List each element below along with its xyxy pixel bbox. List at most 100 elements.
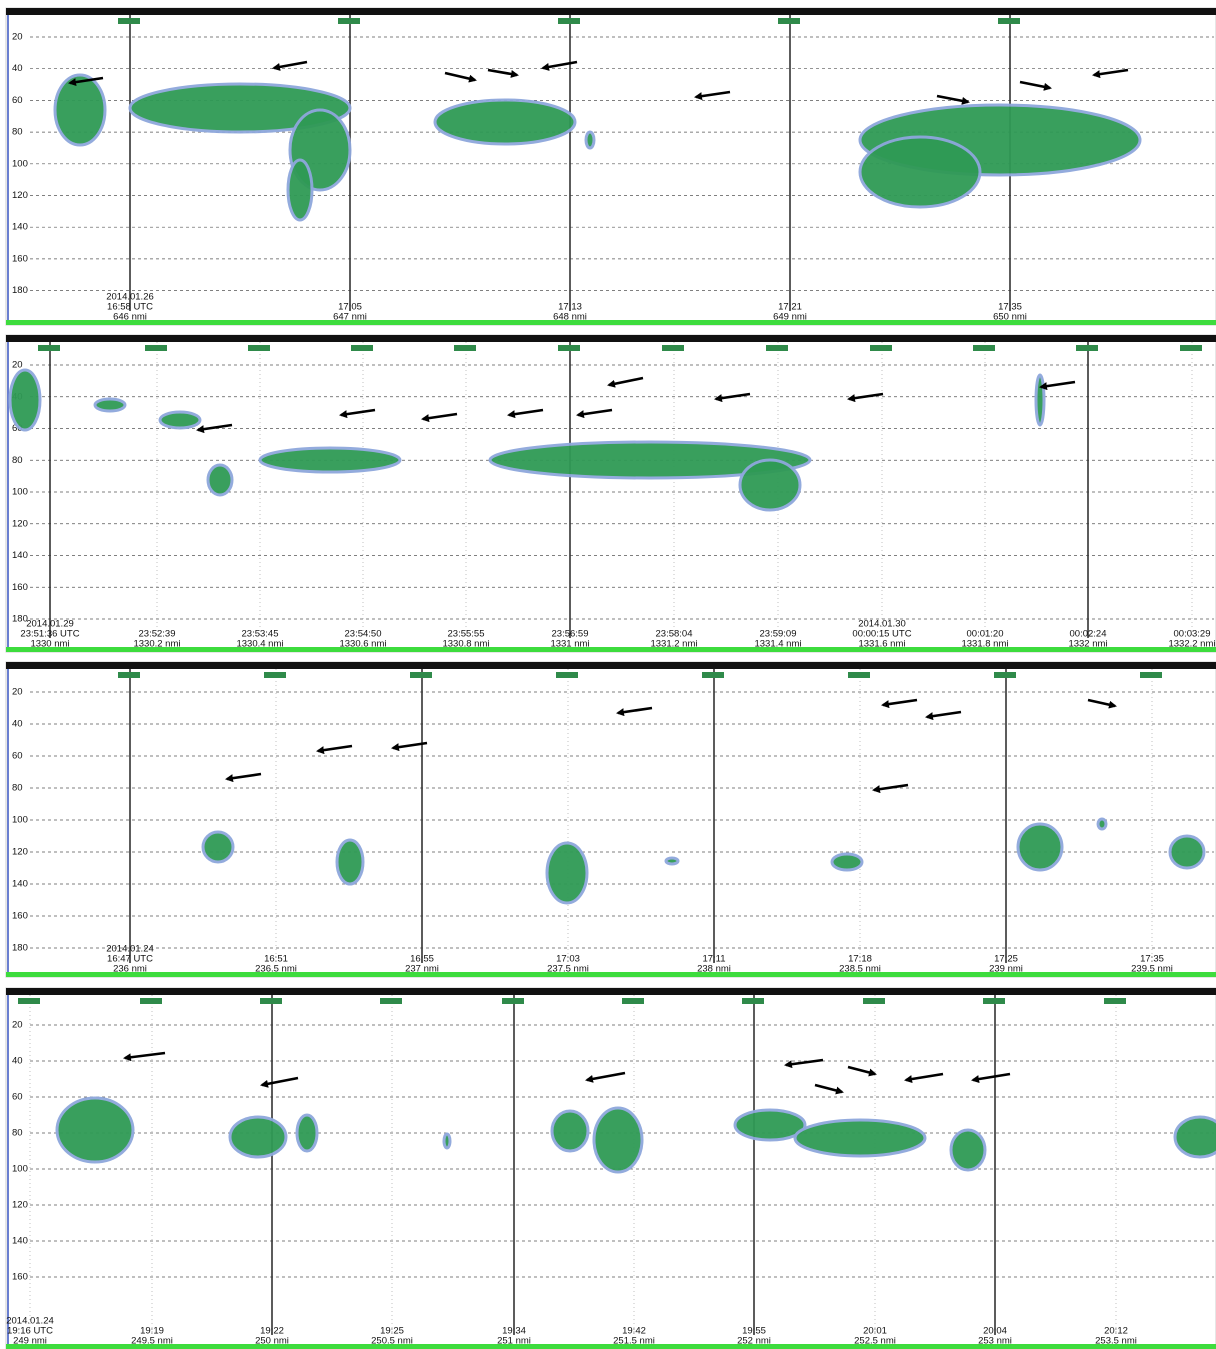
marker-distance: 1331.8 nmi (961, 639, 1008, 650)
panel-bottom-bar (6, 647, 1216, 652)
annotation-arrow (881, 698, 918, 709)
depth-tick-label: 100 (12, 158, 28, 169)
echo-school (55, 1096, 135, 1164)
echo-school (949, 1128, 987, 1172)
marker-time: 23:52:39 (139, 629, 176, 640)
marker-distance: 1330.6 nmi (339, 639, 386, 650)
marker-tag (702, 672, 724, 678)
marker-tag (1104, 998, 1126, 1004)
marker-tag (145, 345, 167, 351)
echo-school (93, 397, 127, 413)
marker-distance: 250.5 nmi (371, 1336, 413, 1347)
panel-top-bar (6, 335, 1216, 342)
marker-time: 23:58:04 (656, 629, 693, 640)
echo-school (8, 368, 42, 432)
marker-date: 2014.01.29 (26, 619, 74, 630)
depth-tick-label: 60 (12, 95, 23, 106)
marker-tag (558, 345, 580, 351)
echo-school (830, 852, 864, 872)
marker-time: 17:05 (338, 302, 362, 313)
depth-tick-label: 180 (12, 614, 28, 625)
marker-tag (380, 998, 402, 1004)
annotation-arrow (576, 408, 613, 419)
marker-tag (260, 998, 282, 1004)
echo-school (1016, 822, 1064, 872)
marker-distance: 650 nmi (993, 312, 1027, 323)
marker-tag (351, 345, 373, 351)
depth-tick-label: 40 (12, 63, 23, 74)
marker-time: 17:35 (998, 302, 1022, 313)
annotation-arrow (925, 710, 962, 721)
marker-time: 17:18 (848, 954, 872, 965)
marker-time: 19:55 (742, 1326, 766, 1337)
marker-time: 17:03 (556, 954, 580, 965)
marker-time: 17:25 (994, 954, 1018, 965)
echo-school (158, 410, 202, 430)
panel-bottom-bar (6, 1344, 1216, 1349)
marker-distance: 1330 nmi (30, 639, 69, 650)
marker-distance: 251.5 nmi (613, 1336, 655, 1347)
echo-school (592, 1106, 644, 1174)
marker-tag (983, 998, 1005, 1004)
annotation-arrow (1087, 698, 1117, 709)
annotation-arrow (585, 1071, 626, 1083)
marker-time: 17:21 (778, 302, 802, 313)
depth-tick-label: 160 (12, 253, 28, 264)
depth-tick-label: 40 (12, 719, 23, 730)
echo-school (206, 463, 234, 497)
marker-distance: 249 nmi (13, 1336, 47, 1347)
marker-date: 2014.01.30 (858, 619, 906, 630)
echo-school (545, 841, 589, 905)
annotation-arrow (507, 408, 544, 419)
echo-school (733, 1108, 807, 1142)
echo-school (584, 130, 596, 150)
marker-time: 19:42 (622, 1326, 646, 1337)
depth-tick-label: 120 (12, 847, 28, 858)
marker-distance: 1330.8 nmi (442, 639, 489, 650)
panel-bottom-bar (6, 972, 1216, 977)
panel-top-bar (6, 8, 1216, 15)
depth-tick-label: 20 (12, 360, 23, 371)
marker-distance: 1332 nmi (1068, 639, 1107, 650)
marker-distance: 236 nmi (113, 964, 147, 975)
marker-time: 19:34 (502, 1326, 526, 1337)
marker-distance: 249.5 nmi (131, 1336, 173, 1347)
annotation-arrow (616, 706, 653, 717)
echo-school (664, 856, 680, 866)
depth-tick-label: 140 (12, 222, 28, 233)
echo-school (201, 830, 235, 864)
depth-tick-label: 160 (12, 1272, 28, 1283)
echo-school (228, 1115, 288, 1159)
marker-time: 16:55 (410, 954, 434, 965)
echogram-panel: 204060801001201401601801330 nmi23:51:36 … (5, 334, 1216, 653)
marker-distance: 253.5 nmi (1095, 1336, 1137, 1347)
depth-tick-label: 140 (12, 1236, 28, 1247)
depth-tick-label: 40 (12, 1056, 23, 1067)
echo-school (258, 446, 402, 474)
marker-tag (1076, 345, 1098, 351)
echo-school (442, 1132, 452, 1150)
depth-tick-label: 60 (12, 751, 23, 762)
panel-top-bar (6, 662, 1216, 669)
annotation-arrow (260, 1076, 299, 1088)
marker-tag (140, 998, 162, 1004)
marker-distance: 237 nmi (405, 964, 439, 975)
depth-tick-label: 180 (12, 943, 28, 954)
marker-time: 17:35 (1140, 954, 1164, 965)
annotation-arrow (1019, 80, 1052, 91)
marker-distance: 239 nmi (989, 964, 1023, 975)
marker-distance: 1331.6 nmi (858, 639, 905, 650)
annotation-arrow (714, 392, 751, 403)
marker-time: 16:58 UTC (107, 302, 153, 313)
annotation-arrow (971, 1072, 1011, 1083)
marker-tag (264, 672, 286, 678)
marker-distance: 647 nmi (333, 312, 367, 323)
panel-bottom-bar (6, 320, 1216, 325)
marker-distance: 238.5 nmi (839, 964, 881, 975)
depth-tick-label: 100 (12, 815, 28, 826)
annotation-arrow (123, 1051, 166, 1062)
echo-school (1096, 817, 1108, 831)
marker-distance: 1331.4 nmi (754, 639, 801, 650)
